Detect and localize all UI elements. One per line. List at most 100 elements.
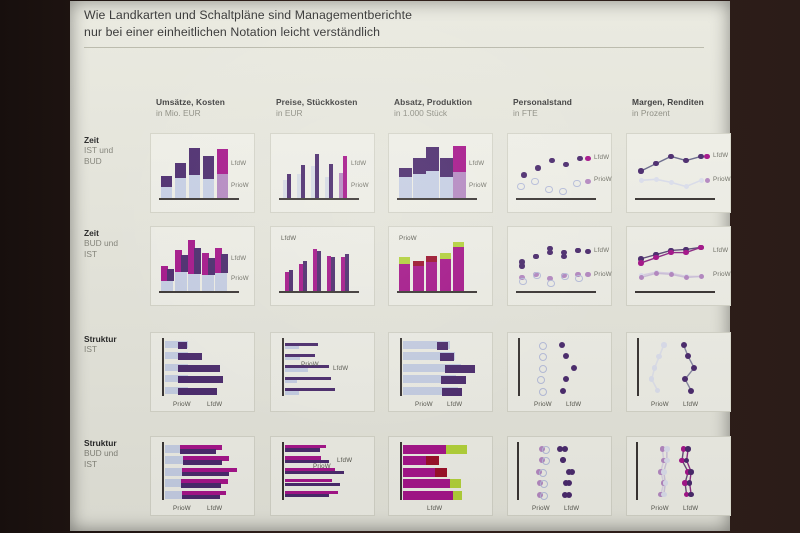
chart-cell-r4c5[interactable]: PrioW LfdW bbox=[626, 436, 731, 516]
bar-previous bbox=[439, 177, 453, 198]
series-label: PrioW bbox=[313, 463, 331, 470]
chart-cell-r4c1[interactable]: PrioW LfdW bbox=[150, 436, 255, 516]
bar-current bbox=[426, 147, 439, 171]
bar-current bbox=[439, 158, 453, 178]
series-label: LfdW bbox=[713, 247, 729, 254]
legend-dot-current bbox=[585, 155, 591, 162]
series-label: PrioW bbox=[399, 235, 417, 242]
bar-current-plan bbox=[183, 456, 229, 461]
dot-previous bbox=[538, 342, 547, 350]
bar-current-actual bbox=[285, 494, 330, 498]
bar-current-plan bbox=[161, 266, 168, 281]
column-unit: in Prozent bbox=[632, 108, 670, 118]
chart-cell-r3c4[interactable]: PrioW LfdW bbox=[507, 332, 612, 412]
chart-cell-r3c2[interactable]: PrioW LfdW bbox=[270, 332, 375, 412]
chart-cell-r1c5[interactable]: LfdW PrioW bbox=[626, 133, 731, 213]
chart-cell-r2c4[interactable]: LfdW PrioW bbox=[507, 226, 612, 306]
x-axis bbox=[159, 198, 239, 200]
column-header-personalstand: Personalstand in FTE bbox=[513, 97, 572, 118]
chart-cell-r2c3[interactable]: PrioW bbox=[388, 226, 493, 306]
bar-variance-positive bbox=[453, 242, 464, 248]
line-layer bbox=[650, 344, 696, 391]
row-title: Zeit bbox=[84, 228, 99, 238]
bar-previous bbox=[165, 363, 188, 371]
dot-previous bbox=[698, 177, 704, 183]
dot-previous bbox=[638, 177, 644, 183]
dot-current bbox=[638, 168, 644, 174]
row-label-struktur-bud-ist: Struktur BUD und IST bbox=[84, 438, 162, 470]
x-axis bbox=[397, 291, 477, 293]
dot-previous-actual bbox=[662, 480, 669, 486]
line-layer bbox=[640, 155, 702, 188]
chart-cell-r2c1[interactable]: LfdW PrioW bbox=[150, 226, 255, 306]
bar-previous bbox=[165, 386, 188, 394]
dot-previous-actual bbox=[540, 491, 549, 500]
bar-current bbox=[189, 148, 200, 176]
series-label: LfdW bbox=[207, 401, 223, 408]
dot-current bbox=[691, 364, 698, 371]
bar-current-plan bbox=[215, 248, 222, 274]
column-header-absatz: Absatz, Produktion in 1.000 Stück bbox=[394, 97, 472, 118]
chart-cell-r1c1[interactable]: LfdW PrioW bbox=[150, 133, 255, 213]
chart-cell-r2c5[interactable]: LfdW PrioW bbox=[626, 226, 731, 306]
dot-previous-plan bbox=[537, 480, 544, 487]
bar-previous bbox=[285, 344, 299, 349]
y-axis bbox=[637, 338, 639, 396]
bar-previous bbox=[426, 170, 439, 198]
dot-previous-plan bbox=[658, 491, 664, 498]
bar-current bbox=[177, 364, 221, 372]
chart-cell-r3c1[interactable]: PrioW LfdW bbox=[150, 332, 255, 412]
plot-area-r3c1: PrioW LfdW bbox=[151, 333, 254, 411]
chart-cell-r4c3[interactable]: LfdW bbox=[388, 436, 493, 516]
bar-current-plan bbox=[327, 255, 331, 291]
bar-current bbox=[329, 163, 333, 198]
dot-previous-plan bbox=[538, 446, 545, 452]
y-axis bbox=[518, 338, 520, 396]
bar-current-actual bbox=[182, 494, 220, 500]
chart-cell-r4c4[interactable]: PrioW LfdW bbox=[507, 436, 612, 516]
chart-cell-r4c2[interactable]: PrioW LfdW bbox=[270, 436, 375, 516]
row-label-zeit-bud-ist: Zeit BUD und IST bbox=[84, 228, 162, 260]
bar-current-plan bbox=[313, 249, 317, 291]
plot-area-r3c5: PrioW LfdW bbox=[627, 333, 730, 411]
series-label: LfdW bbox=[713, 152, 729, 159]
bar-previous bbox=[311, 165, 316, 198]
bar-variance-positive bbox=[439, 252, 451, 259]
plot-area-r1c4: LfdW PrioW bbox=[508, 134, 612, 212]
series-label: PrioW bbox=[594, 176, 612, 183]
dot-previous bbox=[545, 185, 553, 194]
chart-cell-r3c3[interactable]: PrioW LfdW bbox=[388, 332, 493, 412]
chart-cell-r3c5[interactable]: PrioW LfdW bbox=[626, 332, 731, 412]
bar-previous bbox=[325, 177, 330, 198]
bar-current-plan bbox=[285, 456, 322, 460]
dot-previous bbox=[653, 176, 659, 182]
dot-current bbox=[688, 387, 695, 394]
dot-current-plan bbox=[563, 480, 570, 487]
bar-previous bbox=[165, 375, 188, 383]
bar-current-plan bbox=[188, 240, 195, 275]
bar-current bbox=[285, 365, 330, 369]
row-subtitle: IST bbox=[84, 344, 98, 354]
bar-previous bbox=[165, 445, 184, 453]
bar-previous bbox=[174, 272, 187, 291]
chart-cell-r1c3[interactable]: LfdW PrioW bbox=[388, 133, 493, 213]
bar-previous bbox=[161, 186, 172, 198]
chart-cell-r2c2[interactable]: LfdW bbox=[270, 226, 375, 306]
series-label: LfdW bbox=[683, 505, 699, 512]
bar-current bbox=[177, 342, 187, 349]
chart-cell-r1c4[interactable]: LfdW PrioW bbox=[507, 133, 612, 213]
dot-current-actual bbox=[566, 480, 573, 487]
bar-plan bbox=[403, 479, 451, 489]
legend-dot-previous bbox=[585, 271, 591, 278]
chart-cell-r1c2[interactable]: LfdW PrioW bbox=[270, 133, 375, 213]
bar-current-actual bbox=[285, 482, 340, 486]
dot-current-actual bbox=[560, 457, 567, 464]
bar-previous bbox=[165, 467, 187, 476]
bar-current bbox=[441, 376, 466, 385]
bar-previous bbox=[403, 363, 461, 372]
dot-current bbox=[682, 376, 689, 383]
row-title: Zeit bbox=[84, 135, 99, 145]
dot-previous-actual bbox=[538, 468, 547, 477]
plot-area-r3c2: PrioW LfdW bbox=[271, 333, 374, 411]
column-unit: in FTE bbox=[513, 108, 538, 118]
